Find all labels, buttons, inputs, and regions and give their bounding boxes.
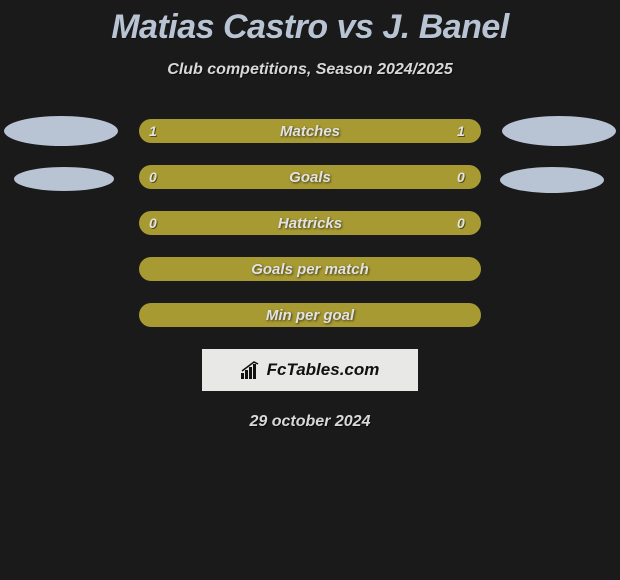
chart-icon	[241, 361, 263, 379]
stat-label: Min per goal	[266, 307, 354, 324]
page-title: Matias Castro vs J. Banel	[0, 0, 620, 47]
stat-row-min-per-goal: Min per goal	[139, 303, 481, 327]
stat-right-value: 0	[457, 215, 471, 231]
stat-row-goals-per-match: Goals per match	[139, 257, 481, 281]
player-right-ellipse-1	[502, 116, 616, 146]
stats-wrapper: 1 Matches 1 0 Goals 0 0 Hattricks 0 Goal…	[0, 119, 620, 327]
subtitle: Club competitions, Season 2024/2025	[0, 61, 620, 79]
stat-left-value: 0	[149, 215, 163, 231]
stat-label: Goals	[289, 169, 331, 186]
stat-left-value: 0	[149, 169, 163, 185]
source-badge: FcTables.com	[202, 349, 418, 391]
stat-label: Matches	[280, 123, 340, 140]
stat-row-goals: 0 Goals 0	[139, 165, 481, 189]
stat-left-value: 1	[149, 123, 163, 139]
date-text: 29 october 2024	[0, 413, 620, 431]
stat-right-value: 0	[457, 169, 471, 185]
player-left-ellipse-1	[4, 116, 118, 146]
stat-right-value: 1	[457, 123, 471, 139]
stat-row-matches: 1 Matches 1	[139, 119, 481, 143]
stat-label: Goals per match	[251, 261, 369, 278]
stat-label: Hattricks	[278, 215, 342, 232]
player-right-ellipse-2	[500, 167, 604, 193]
player-left-ellipse-2	[14, 167, 114, 191]
source-badge-text: FcTables.com	[267, 360, 380, 380]
stat-row-hattricks: 0 Hattricks 0	[139, 211, 481, 235]
